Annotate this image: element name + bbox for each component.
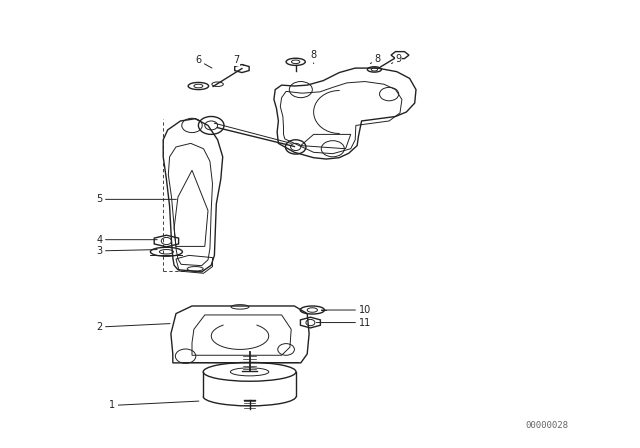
Text: 1: 1 — [109, 401, 199, 410]
Text: 10: 10 — [321, 305, 371, 315]
Text: 11: 11 — [316, 318, 371, 327]
Text: 4: 4 — [96, 235, 157, 245]
Text: 3: 3 — [96, 246, 157, 256]
Text: 9: 9 — [392, 54, 402, 64]
Text: 7: 7 — [234, 56, 244, 65]
Text: 8: 8 — [310, 50, 317, 64]
Text: 8: 8 — [371, 54, 381, 64]
Text: 6: 6 — [195, 56, 212, 68]
Text: 5: 5 — [96, 194, 177, 204]
Text: 2: 2 — [96, 322, 170, 332]
Text: 00000028: 00000028 — [525, 421, 569, 430]
